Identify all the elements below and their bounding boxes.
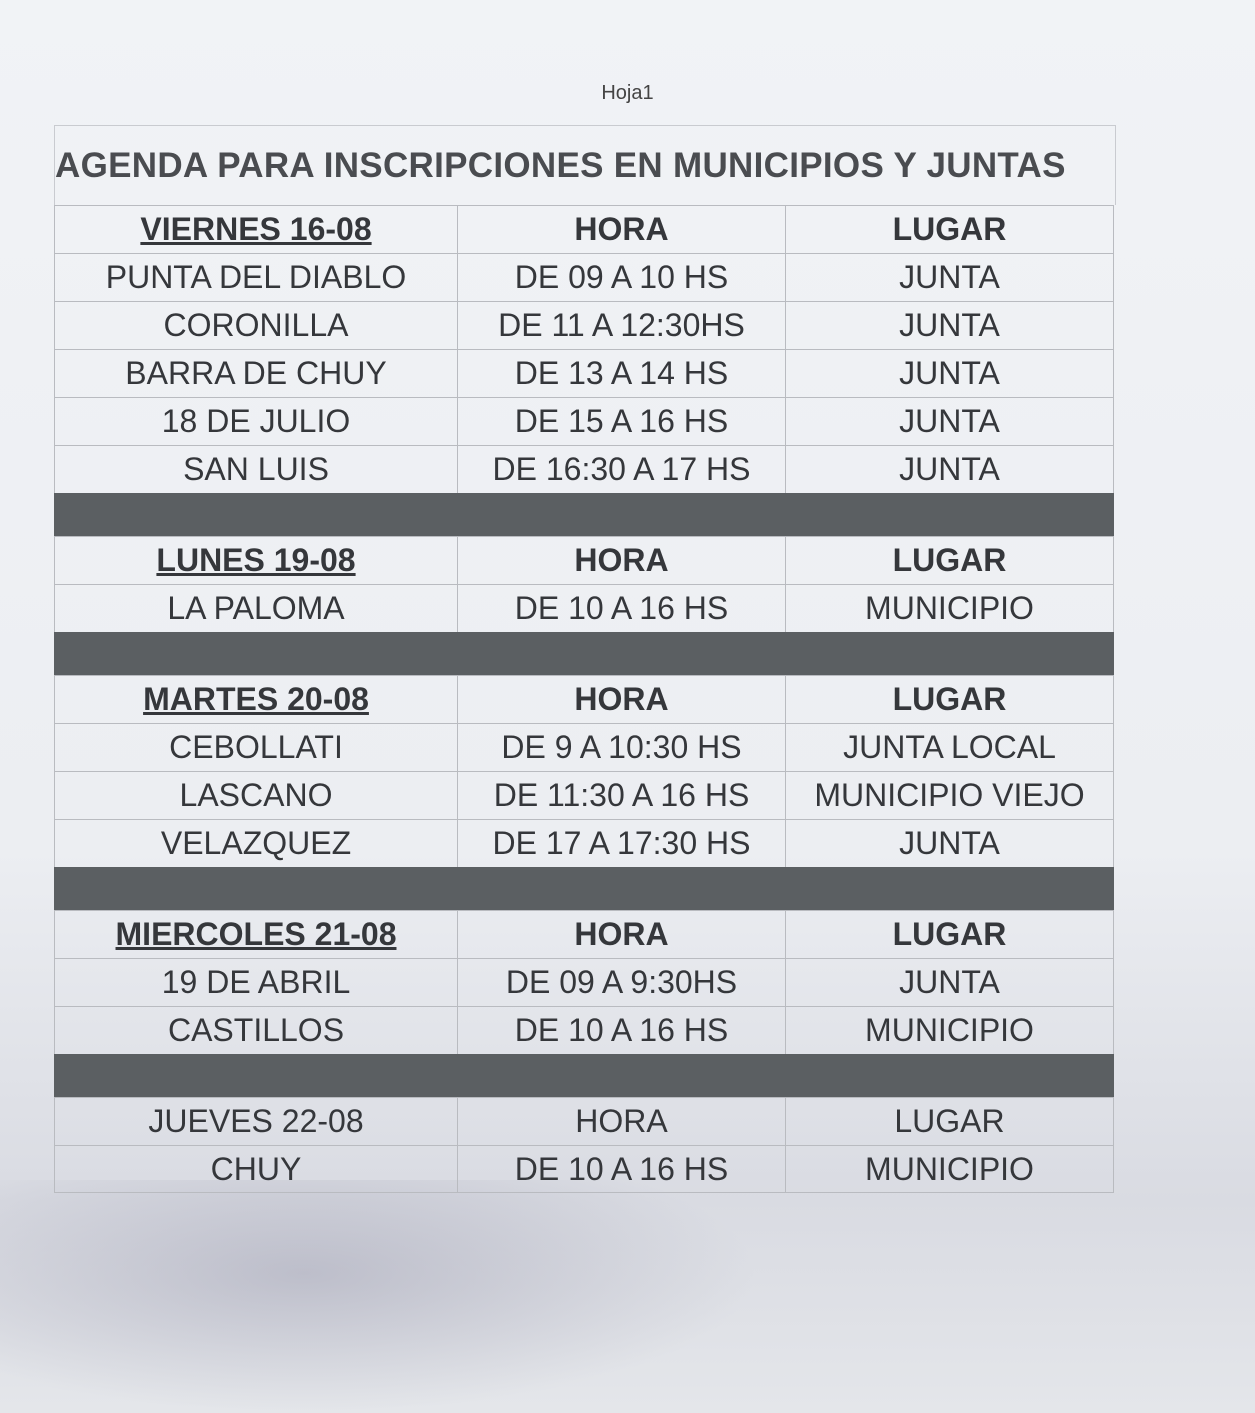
photo-shadow: [0, 1180, 760, 1413]
venue-cell: MUNICIPIO: [865, 1150, 1034, 1187]
time-cell: DE 09 A 9:30HS: [458, 959, 786, 1006]
section-header-row: MIERCOLES 21-08 HORA LUGAR: [54, 910, 1114, 958]
day-heading-text: VIERNES 16-08: [140, 211, 372, 247]
hora-heading: HORA: [458, 1098, 786, 1145]
section-header-row: JUEVES 22-08 HORA LUGAR: [54, 1097, 1114, 1145]
table-row: BARRA DE CHUY DE 13 A 14 HS JUNTA: [54, 349, 1114, 397]
hora-heading: HORA: [458, 537, 786, 584]
day-heading-text: MARTES 20-08: [143, 681, 369, 717]
place-cell: CHUY: [55, 1146, 458, 1192]
lugar-heading: LUGAR: [894, 1103, 1005, 1139]
venue-cell: JUNTA: [899, 825, 1000, 861]
venue-cell: MUNICIPIO VIEJO: [814, 777, 1085, 813]
section-header-row: MARTES 20-08 HORA LUGAR: [54, 675, 1114, 723]
venue-cell: JUNTA LOCAL: [843, 729, 1056, 765]
section-separator: [54, 493, 1114, 536]
place-cell: LASCANO: [55, 772, 458, 819]
section-header-row: LUNES 19-08 HORA LUGAR: [54, 536, 1114, 584]
time-cell: DE 10 A 16 HS: [458, 1007, 786, 1054]
table-row: 18 DE JULIO DE 15 A 16 HS JUNTA: [54, 397, 1114, 445]
hora-heading: HORA: [458, 911, 786, 958]
venue-cell: JUNTA: [899, 259, 1000, 295]
day-heading: LUNES 19-08: [55, 537, 458, 584]
lugar-heading: LUGAR: [892, 916, 1007, 952]
table-row: LASCANO DE 11:30 A 16 HS MUNICIPIO VIEJO: [54, 771, 1114, 819]
schedule-table: VIERNES 16-08 HORA LUGAR PUNTA DEL DIABLO DE…: [54, 205, 1114, 1193]
venue-cell: JUNTA: [899, 451, 1000, 487]
time-cell: DE 10 A 16 HS: [458, 585, 786, 632]
place-cell: CEBOLLATI: [55, 724, 458, 771]
lugar-heading: LUGAR: [892, 211, 1007, 247]
time-cell: DE 9 A 10:30 HS: [458, 724, 786, 771]
table-row: SAN LUIS DE 16:30 A 17 HS JUNTA: [54, 445, 1114, 493]
venue-cell: JUNTA: [899, 403, 1000, 439]
hora-heading: HORA: [458, 676, 786, 723]
venue-cell: JUNTA: [899, 964, 1000, 1000]
day-heading: MIERCOLES 21-08: [55, 911, 458, 958]
lugar-heading: LUGAR: [892, 681, 1007, 717]
venue-cell: JUNTA: [899, 355, 1000, 391]
table-row: VELAZQUEZ DE 17 A 17:30 HS JUNTA: [54, 819, 1114, 867]
venue-cell: MUNICIPIO: [865, 590, 1034, 626]
day-heading: MARTES 20-08: [55, 676, 458, 723]
place-cell: 19 DE ABRIL: [55, 959, 458, 1006]
place-cell: SAN LUIS: [55, 446, 458, 493]
time-cell: DE 11 A 12:30HS: [458, 302, 786, 349]
day-heading: JUEVES 22-08: [55, 1098, 458, 1145]
place-cell: CORONILLA: [55, 302, 458, 349]
day-heading-text: JUEVES 22-08: [148, 1103, 364, 1139]
place-cell: CASTILLOS: [55, 1007, 458, 1054]
venue-cell: MUNICIPIO: [865, 1012, 1034, 1048]
document-title: AGENDA PARA INSCRIPCIONES EN MUNICIPIOS …: [54, 125, 1116, 205]
time-cell: DE 11:30 A 16 HS: [458, 772, 786, 819]
lugar-heading: LUGAR: [892, 542, 1007, 578]
place-cell: LA PALOMA: [55, 585, 458, 632]
table-row: 19 DE ABRIL DE 09 A 9:30HS JUNTA: [54, 958, 1114, 1006]
place-cell: BARRA DE CHUY: [55, 350, 458, 397]
section-separator: [54, 1054, 1114, 1097]
time-cell: DE 10 A 16 HS: [458, 1146, 786, 1192]
venue-cell: JUNTA: [899, 307, 1000, 343]
section-separator: [54, 867, 1114, 910]
table-row: LA PALOMA DE 10 A 16 HS MUNICIPIO: [54, 584, 1114, 632]
table-row: CEBOLLATI DE 9 A 10:30 HS JUNTA LOCAL: [54, 723, 1114, 771]
section-header-row: VIERNES 16-08 HORA LUGAR: [54, 205, 1114, 253]
sheet-label: Hoja1: [601, 82, 654, 104]
day-heading-text: MIERCOLES 21-08: [115, 916, 397, 952]
time-cell: DE 17 A 17:30 HS: [458, 820, 786, 867]
place-cell: VELAZQUEZ: [55, 820, 458, 867]
table-row: CHUY DE 10 A 16 HS MUNICIPIO: [54, 1145, 1114, 1193]
place-cell: PUNTA DEL DIABLO: [55, 254, 458, 301]
section-separator: [54, 632, 1114, 675]
day-heading-text: LUNES 19-08: [156, 542, 356, 578]
time-cell: DE 13 A 14 HS: [458, 350, 786, 397]
place-cell: 18 DE JULIO: [55, 398, 458, 445]
table-row: CORONILLA DE 11 A 12:30HS JUNTA: [54, 301, 1114, 349]
time-cell: DE 16:30 A 17 HS: [458, 446, 786, 493]
table-row: PUNTA DEL DIABLO DE 09 A 10 HS JUNTA: [54, 253, 1114, 301]
time-cell: DE 15 A 16 HS: [458, 398, 786, 445]
table-row: CASTILLOS DE 10 A 16 HS MUNICIPIO: [54, 1006, 1114, 1054]
hora-heading: HORA: [458, 206, 786, 253]
day-heading: VIERNES 16-08: [55, 206, 458, 253]
time-cell: DE 09 A 10 HS: [458, 254, 786, 301]
